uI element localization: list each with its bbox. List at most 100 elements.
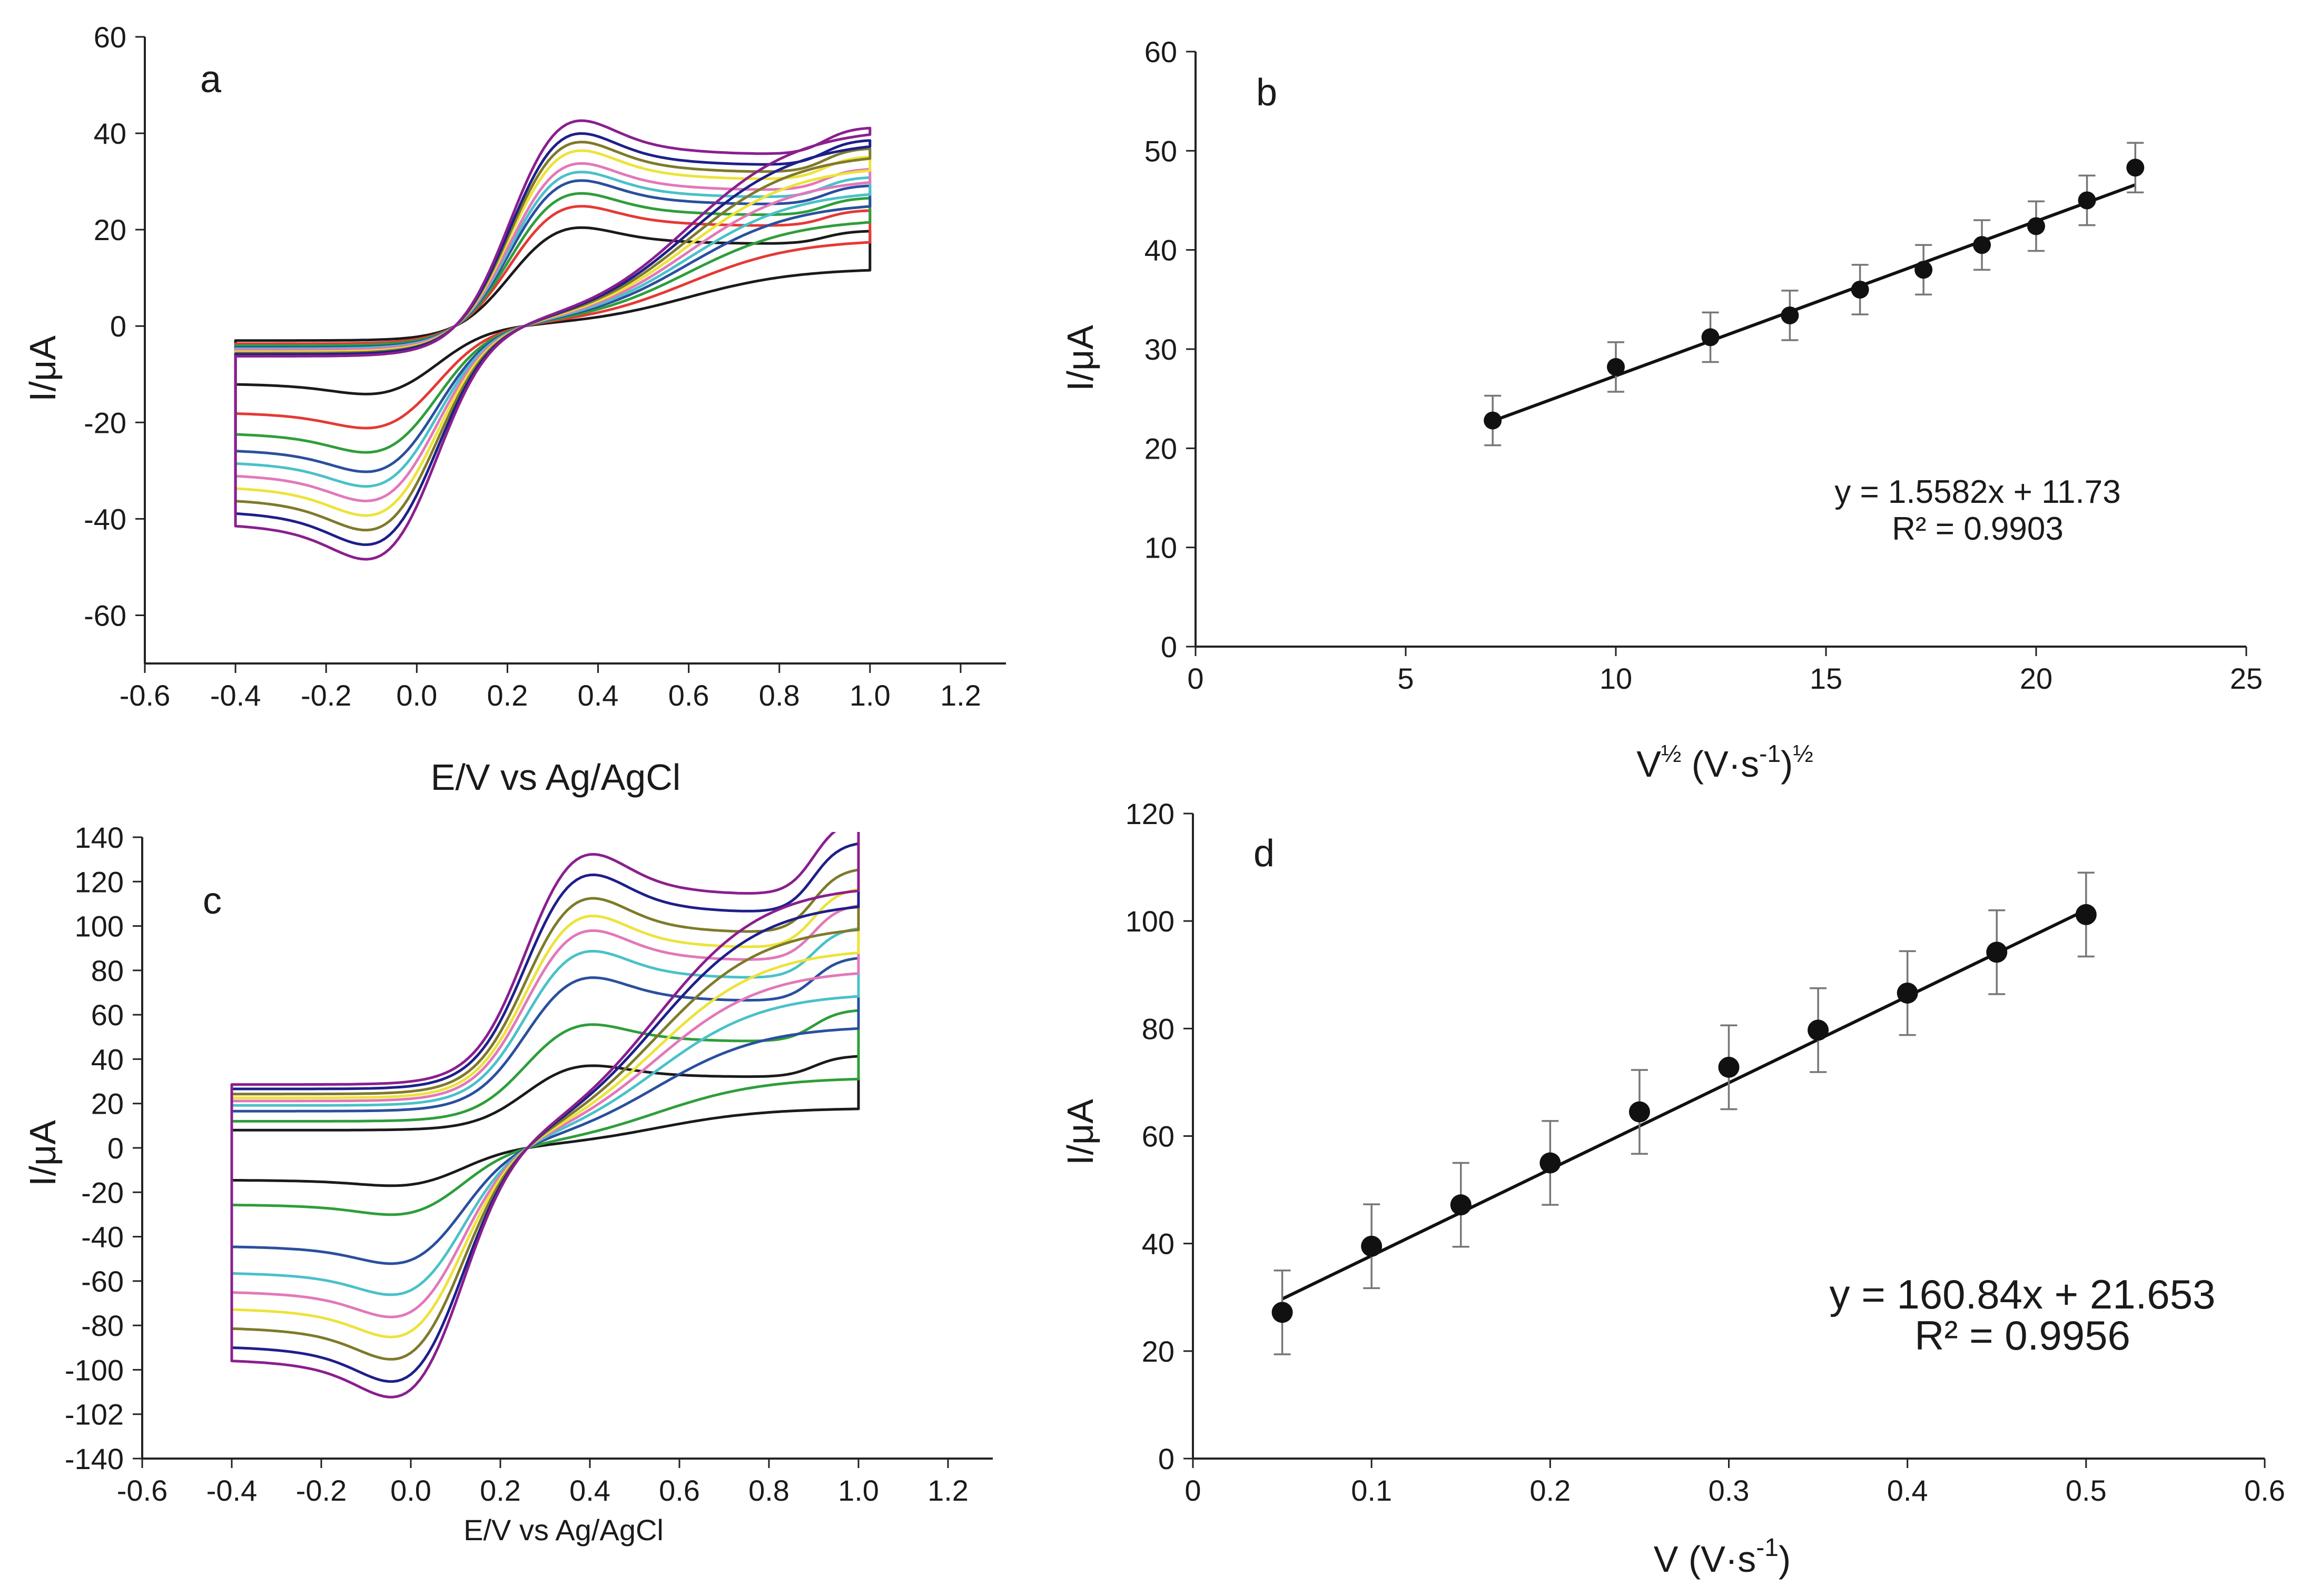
panel-d-y-tick-label: 80: [1142, 1012, 1174, 1045]
panel-a-curve-scan-8: [234, 141, 872, 532]
panel-b-y-tick-label: 30: [1144, 333, 1177, 366]
panel-d-xlabel: V (V·s-1): [1654, 1534, 1791, 1580]
panel-d-data-point: [1539, 1152, 1561, 1174]
panel-c-y-tick-label: -20: [81, 1176, 124, 1209]
panel-a-x-tick-label: 0.4: [578, 679, 619, 712]
panel-c-x-tick-label: 0.2: [480, 1474, 521, 1507]
panel-b-x-tick-label: 10: [1600, 662, 1632, 695]
panel-b-equation: y = 1.5582x + 11.73: [1834, 474, 2121, 510]
panel-b-xlabel-v: V: [1636, 744, 1661, 785]
panel-a-y-tick-label: -40: [84, 502, 126, 536]
panel-d-x-tick-label: 0.1: [1351, 1474, 1392, 1507]
panel-c-x-tick-label: 0.8: [748, 1474, 789, 1507]
panel-b-ylabel: I/μA: [1060, 325, 1101, 391]
panel-a-x-tick-label: 1.2: [940, 679, 981, 712]
panel-d-x-tick-label: 0: [1184, 1474, 1201, 1507]
panel-b-xlabel: V½ (V·s-1)½: [1636, 740, 1813, 785]
panel-b-x-tick-label: 20: [2020, 662, 2052, 695]
panel-b-y-tick-label: 0: [1161, 630, 1177, 663]
panel-c-x-tick-label: -0.6: [117, 1474, 168, 1507]
panel-a-x-tick-label: -0.6: [120, 679, 171, 712]
panel-b-marks: [1484, 142, 2145, 447]
panel-b-r2: R² = 0.9903: [1892, 511, 2064, 547]
panel-d-y-tick-label: 60: [1142, 1120, 1174, 1153]
panel-c-y-tick-label: -40: [81, 1221, 124, 1254]
panel-b-data-point: [1914, 261, 1933, 279]
panel-d-letter: d: [1253, 832, 1275, 875]
panel-c-curve-scan-4: [230, 927, 860, 1296]
panel-b-data-point: [1484, 411, 1502, 430]
panel-a-xlabel: E/V vs Ag/AgCl: [431, 757, 681, 798]
panel-c-curve-scan-5: [230, 904, 860, 1319]
panel-b-xlabel-rest: (V·s: [1681, 744, 1759, 785]
panel-a-y-tick-label: 20: [94, 213, 126, 246]
panel-c-x-tick-label: -0.2: [296, 1474, 347, 1507]
panel-c-curve-scan-6: [230, 888, 860, 1339]
panel-d-x-tick-label: 0.4: [1887, 1474, 1928, 1507]
panel-d-y-tick-label: 120: [1126, 797, 1174, 830]
panel-a-x-tick-label: 0.6: [668, 679, 709, 712]
panel-d-x-tick-label: 0.2: [1529, 1474, 1571, 1507]
panel-d-data-point: [1450, 1194, 1472, 1216]
panel-c-ylabel: I/μA: [22, 1120, 63, 1186]
panel-b-data-point: [2126, 158, 2145, 177]
panel-c-curve-scan-2: [230, 1009, 860, 1216]
panel-c-letter: c: [203, 880, 222, 922]
panel-d-fit-line: [1281, 908, 2087, 1301]
panel-d-x-tick-label: 0.6: [2244, 1474, 2285, 1507]
panel-c-y-tick-label: -140: [65, 1442, 124, 1475]
panel-b-y-tick-label: 20: [1144, 432, 1177, 465]
panel-c-y-tick-label: 120: [75, 865, 124, 898]
panel-b-x-tick-label: 25: [2230, 662, 2263, 695]
panel-c-y-tick-label: -100: [65, 1353, 124, 1386]
panel-c-curve-scan-7: [230, 868, 860, 1361]
panel-b-xlabel-sup: ½: [1661, 740, 1681, 767]
panel-d-scatter-linear: 0 0.1 0.2 0.3 0.4 0.5 0.6 0 20 40 60 80 100 120 d V (…: [1060, 797, 2285, 1580]
panel-c-y-tick-label: -80: [81, 1309, 124, 1342]
panel-d-data-point: [1718, 1056, 1740, 1078]
panel-c-curve-scan-8: [230, 842, 860, 1383]
panel-d-data-point: [1628, 1101, 1650, 1123]
panel-c-x-tick-label: 0.0: [390, 1474, 431, 1507]
panel-d-ticks: 0 0.1 0.2 0.3 0.4 0.5 0.6 0 20 40 60 80 100 120: [1126, 797, 2285, 1507]
panel-d-y-tick-label: 0: [1158, 1442, 1174, 1475]
panel-d-y-tick-label: 20: [1142, 1335, 1174, 1368]
panel-b-data-point: [1607, 358, 1625, 376]
panel-c-cyclic-voltammogram: -0.6 -0.4 -0.2 0.0 0.2 0.4 0.6 0.8 1.0 1.2 140 120 1…: [22, 821, 993, 1547]
panel-d-data-point: [2075, 904, 2097, 925]
panel-a-x-tick-label: -0.2: [301, 679, 352, 712]
panel-b-data-point: [1781, 306, 1799, 324]
panel-d-ylabel: I/μA: [1060, 1099, 1101, 1165]
panel-c-x-tick-label: 0.6: [659, 1474, 700, 1507]
panel-d-y-tick-label: 40: [1142, 1227, 1174, 1261]
panel-a-x-tick-label: 0.0: [396, 679, 437, 712]
panel-a-y-tick-label: 40: [94, 117, 126, 150]
panel-b-y-tick-label: 60: [1144, 35, 1177, 68]
panel-b-data-point: [2027, 217, 2045, 235]
panel-d-data-point: [1897, 982, 1918, 1004]
panel-b-letter: b: [1256, 72, 1277, 114]
panel-b-y-tick-label: 50: [1144, 134, 1177, 167]
panel-d-data-point: [1808, 1019, 1829, 1041]
panel-a-ylabel: I/μA: [22, 335, 63, 402]
panel-c-y-tick-label: 60: [91, 998, 124, 1032]
panel-b-xlabel-end: ): [1781, 744, 1793, 785]
panel-c-y-tick-label: 20: [91, 1087, 124, 1121]
panel-b-y-tick-label: 10: [1144, 531, 1177, 564]
panel-b-data-point: [1701, 328, 1720, 346]
panel-a-y-tick-label: 0: [110, 310, 126, 343]
panel-c-y-tick-label: 40: [91, 1043, 124, 1076]
panel-d-x-tick-label: 0.5: [2066, 1474, 2107, 1507]
panel-d-equation: y = 160.84x + 21.653: [1830, 1271, 2216, 1317]
panel-c-x-tick-label: 1.2: [927, 1474, 969, 1507]
panel-c-curves: [230, 832, 860, 1399]
panel-b-data-point: [1973, 236, 1991, 254]
panel-c-y-tick-label: -60: [81, 1265, 124, 1298]
panel-c-curve-scan-9: [230, 832, 860, 1399]
panel-c-y-tick-label: -102: [65, 1398, 124, 1431]
panel-c-x-tick-label: 1.0: [838, 1474, 879, 1507]
panel-a-curve-scan-4: [234, 179, 872, 473]
panel-b-x-tick-label: 5: [1397, 662, 1414, 695]
panel-d-data-point: [1986, 941, 2008, 963]
